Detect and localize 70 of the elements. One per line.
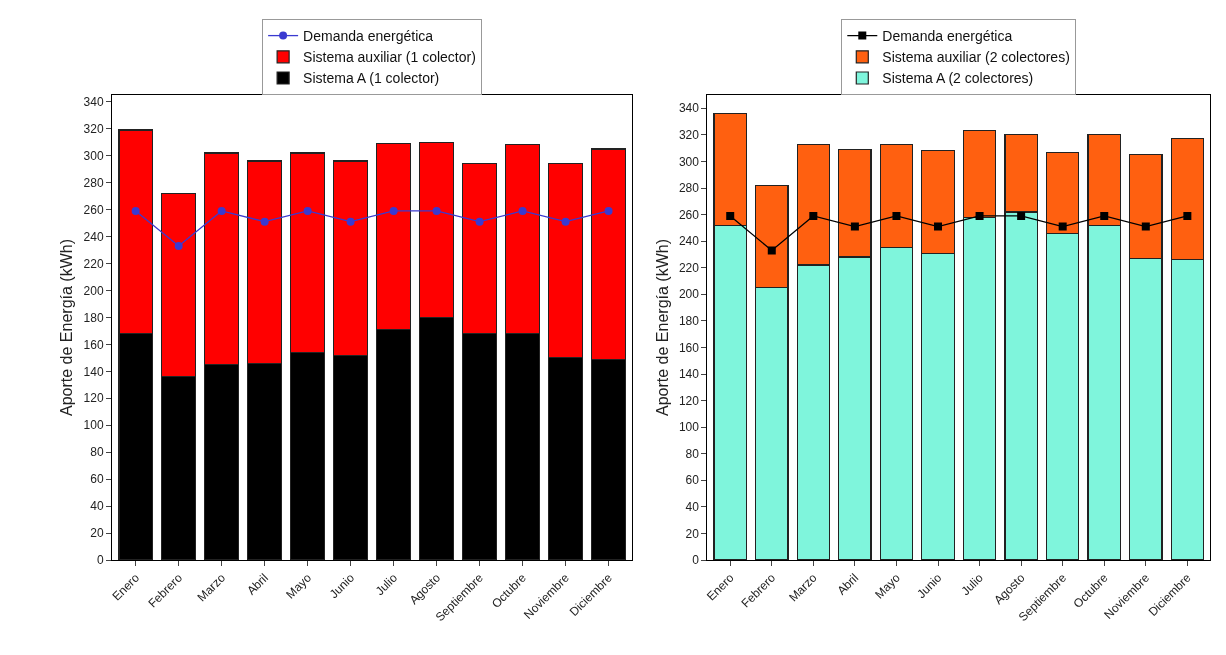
point [850,222,859,231]
y-tick-label: 120 [83,391,104,406]
point [174,241,183,250]
y-tick-label: 100 [678,420,700,435]
point [726,211,735,220]
point [346,217,355,226]
legend-label: Sistema auxiliar (2 colectores) [882,49,1070,66]
y-tick-label: 240 [83,229,104,244]
y-axis-title: Aporte de Energía (kWh) [58,239,76,416]
point [131,206,140,215]
point [809,211,818,220]
point [1058,222,1067,231]
legend-label: Sistema auxiliar (1 colector) [303,49,476,66]
legend-label: Demanda energética [303,28,434,45]
y-tick-label: 340 [83,94,104,109]
y-tick-label: 40 [90,499,104,514]
y-tick-label: 280 [678,181,700,196]
y-tick-label: 320 [83,121,104,136]
y-tick-label: 340 [678,101,700,116]
y-tick-label: 100 [83,418,104,433]
point [260,217,269,226]
y-tick-label: 20 [685,526,700,541]
point [975,211,984,220]
y-tick-label: 80 [90,445,104,460]
y-tick-label: 280 [83,175,104,190]
y-tick-label: 300 [83,148,104,163]
y-tick-label: 320 [678,128,700,143]
y-tick-label: 220 [83,256,104,271]
y-tick-label: 180 [83,310,104,325]
y-tick-label: 220 [678,260,700,275]
y-tick-label: 160 [678,340,700,355]
point [1141,222,1150,231]
legend-label: Sistema A (1 colector) [303,70,440,87]
legend-label: Sistema A (2 colectores) [882,70,1034,87]
y-tick-label: 260 [678,207,700,222]
point [934,222,943,231]
point [561,217,570,226]
y-tick-label: 60 [90,472,104,487]
legend-label: Demanda energética [882,28,1013,45]
point [767,246,776,255]
y-tick-label: 200 [83,283,104,298]
point [1100,211,1109,220]
point [1017,211,1026,220]
y-tick-label: 60 [685,473,700,488]
point [389,206,398,215]
y-tick-label: 160 [83,337,104,352]
y-tick-label: 140 [678,367,700,382]
point [475,217,484,226]
point [303,206,312,215]
y-tick-label: 40 [685,500,700,515]
y-tick-label: 0 [692,553,700,568]
y-tick-label: 0 [96,553,104,568]
y-tick-label: 120 [678,393,700,408]
point [1183,211,1192,220]
point [217,206,226,215]
y-tick-label: 180 [678,314,700,329]
y-tick-label: 240 [678,234,700,249]
y-tick-label: 20 [90,526,104,541]
y-tick-label: 140 [83,364,104,379]
y-tick-label: 260 [83,202,104,217]
y-tick-label: 80 [685,446,700,461]
x-tick-label: Julio [958,570,987,599]
y-tick-label: 300 [678,154,700,169]
y-tick-label: 200 [678,287,700,302]
point [432,206,441,215]
point [518,206,527,215]
y-axis-title: Aporte de Energía (kWh) [653,239,671,416]
x-tick-label: Julio [372,570,401,599]
point [892,211,901,220]
point [604,206,613,215]
